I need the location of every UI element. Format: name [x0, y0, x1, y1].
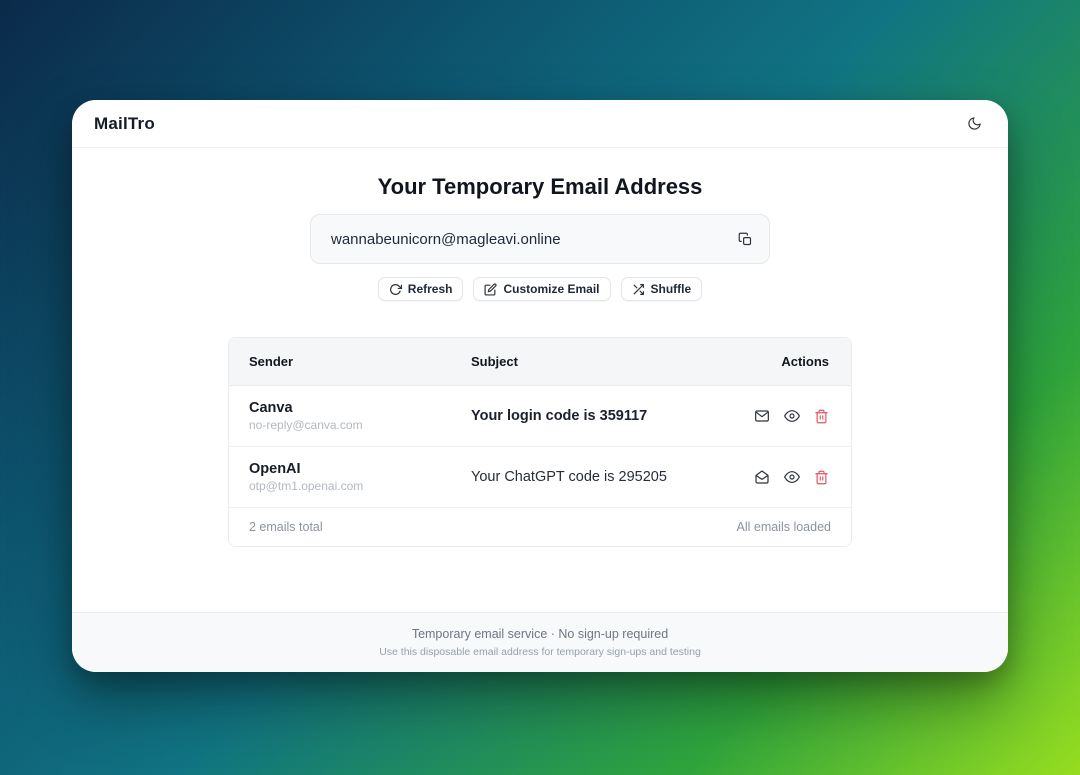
page-title: Your Temporary Email Address — [377, 174, 703, 199]
sender-cell: OpenAI otp@tm1.openai.com — [229, 461, 451, 493]
moon-icon — [967, 116, 982, 131]
delete-email-button[interactable] — [814, 470, 829, 485]
mail-open-icon — [754, 469, 770, 485]
app-card: MailTro Your Temporary Email Address wan… — [72, 100, 1008, 672]
shuffle-button[interactable]: Shuffle — [620, 277, 703, 301]
shuffle-label: Shuffle — [650, 282, 692, 296]
sender-cell: Canva no-reply@canva.com — [229, 400, 451, 432]
mail-closed-icon — [754, 408, 770, 424]
inbox-table: Sender Subject Actions Canva no-reply@ca… — [228, 337, 852, 547]
theme-toggle-button[interactable] — [965, 114, 984, 133]
row-actions — [731, 469, 851, 485]
email-row[interactable]: OpenAI otp@tm1.openai.com Your ChatGPT c… — [229, 447, 851, 508]
email-count: 2 emails total — [249, 520, 323, 534]
view-email-button[interactable] — [784, 469, 800, 485]
row-actions — [731, 408, 851, 424]
column-header-sender: Sender — [249, 354, 294, 369]
app-header: MailTro — [72, 100, 1008, 148]
sender-address: otp@tm1.openai.com — [249, 479, 364, 493]
column-header-subject: Subject — [471, 354, 518, 369]
refresh-label: Refresh — [407, 282, 453, 296]
email-subject: Your login code is 359117 — [471, 408, 648, 424]
sender-address: no-reply@canva.com — [249, 418, 363, 432]
sender-name: OpenAI — [249, 461, 301, 477]
copy-icon — [738, 232, 753, 247]
email-subject: Your ChatGPT code is 295205 — [471, 469, 667, 485]
view-email-button[interactable] — [784, 408, 800, 424]
eye-icon — [784, 408, 800, 424]
email-row[interactable]: Canva no-reply@canva.com Your login code… — [229, 386, 851, 447]
copy-email-button[interactable] — [736, 230, 755, 249]
inbox-footer: 2 emails total All emails loaded — [229, 508, 851, 546]
customize-email-button[interactable]: Customize Email — [473, 277, 611, 301]
footer-tagline: Temporary email service · No sign-up req… — [411, 627, 669, 641]
customize-email-label: Customize Email — [503, 282, 600, 296]
trash-icon — [814, 409, 829, 424]
eye-icon — [784, 469, 800, 485]
refresh-icon — [389, 283, 402, 296]
column-header-actions: Actions — [781, 354, 829, 369]
mark-read-button[interactable] — [754, 408, 770, 424]
trash-icon — [814, 470, 829, 485]
temp-email-address: wannabeunicorn@magleavi.online — [331, 230, 561, 248]
delete-email-button[interactable] — [814, 409, 829, 424]
email-actions-row: Refresh Customize Email Shuffle — [72, 277, 1008, 301]
load-status: All emails loaded — [736, 520, 832, 534]
shuffle-icon — [632, 283, 645, 296]
main-content: Your Temporary Email Address wannabeunic… — [72, 148, 1008, 612]
footer-description: Use this disposable email address for te… — [379, 646, 701, 658]
refresh-button[interactable]: Refresh — [377, 277, 464, 301]
edit-icon — [484, 282, 498, 296]
temp-email-box: wannabeunicorn@magleavi.online — [310, 214, 770, 264]
app-logo: MailTro — [94, 113, 155, 133]
sender-name: Canva — [249, 400, 293, 416]
mark-unread-button[interactable] — [754, 469, 770, 485]
inbox-table-header: Sender Subject Actions — [229, 338, 851, 386]
page-footer: Temporary email service · No sign-up req… — [72, 612, 1008, 672]
